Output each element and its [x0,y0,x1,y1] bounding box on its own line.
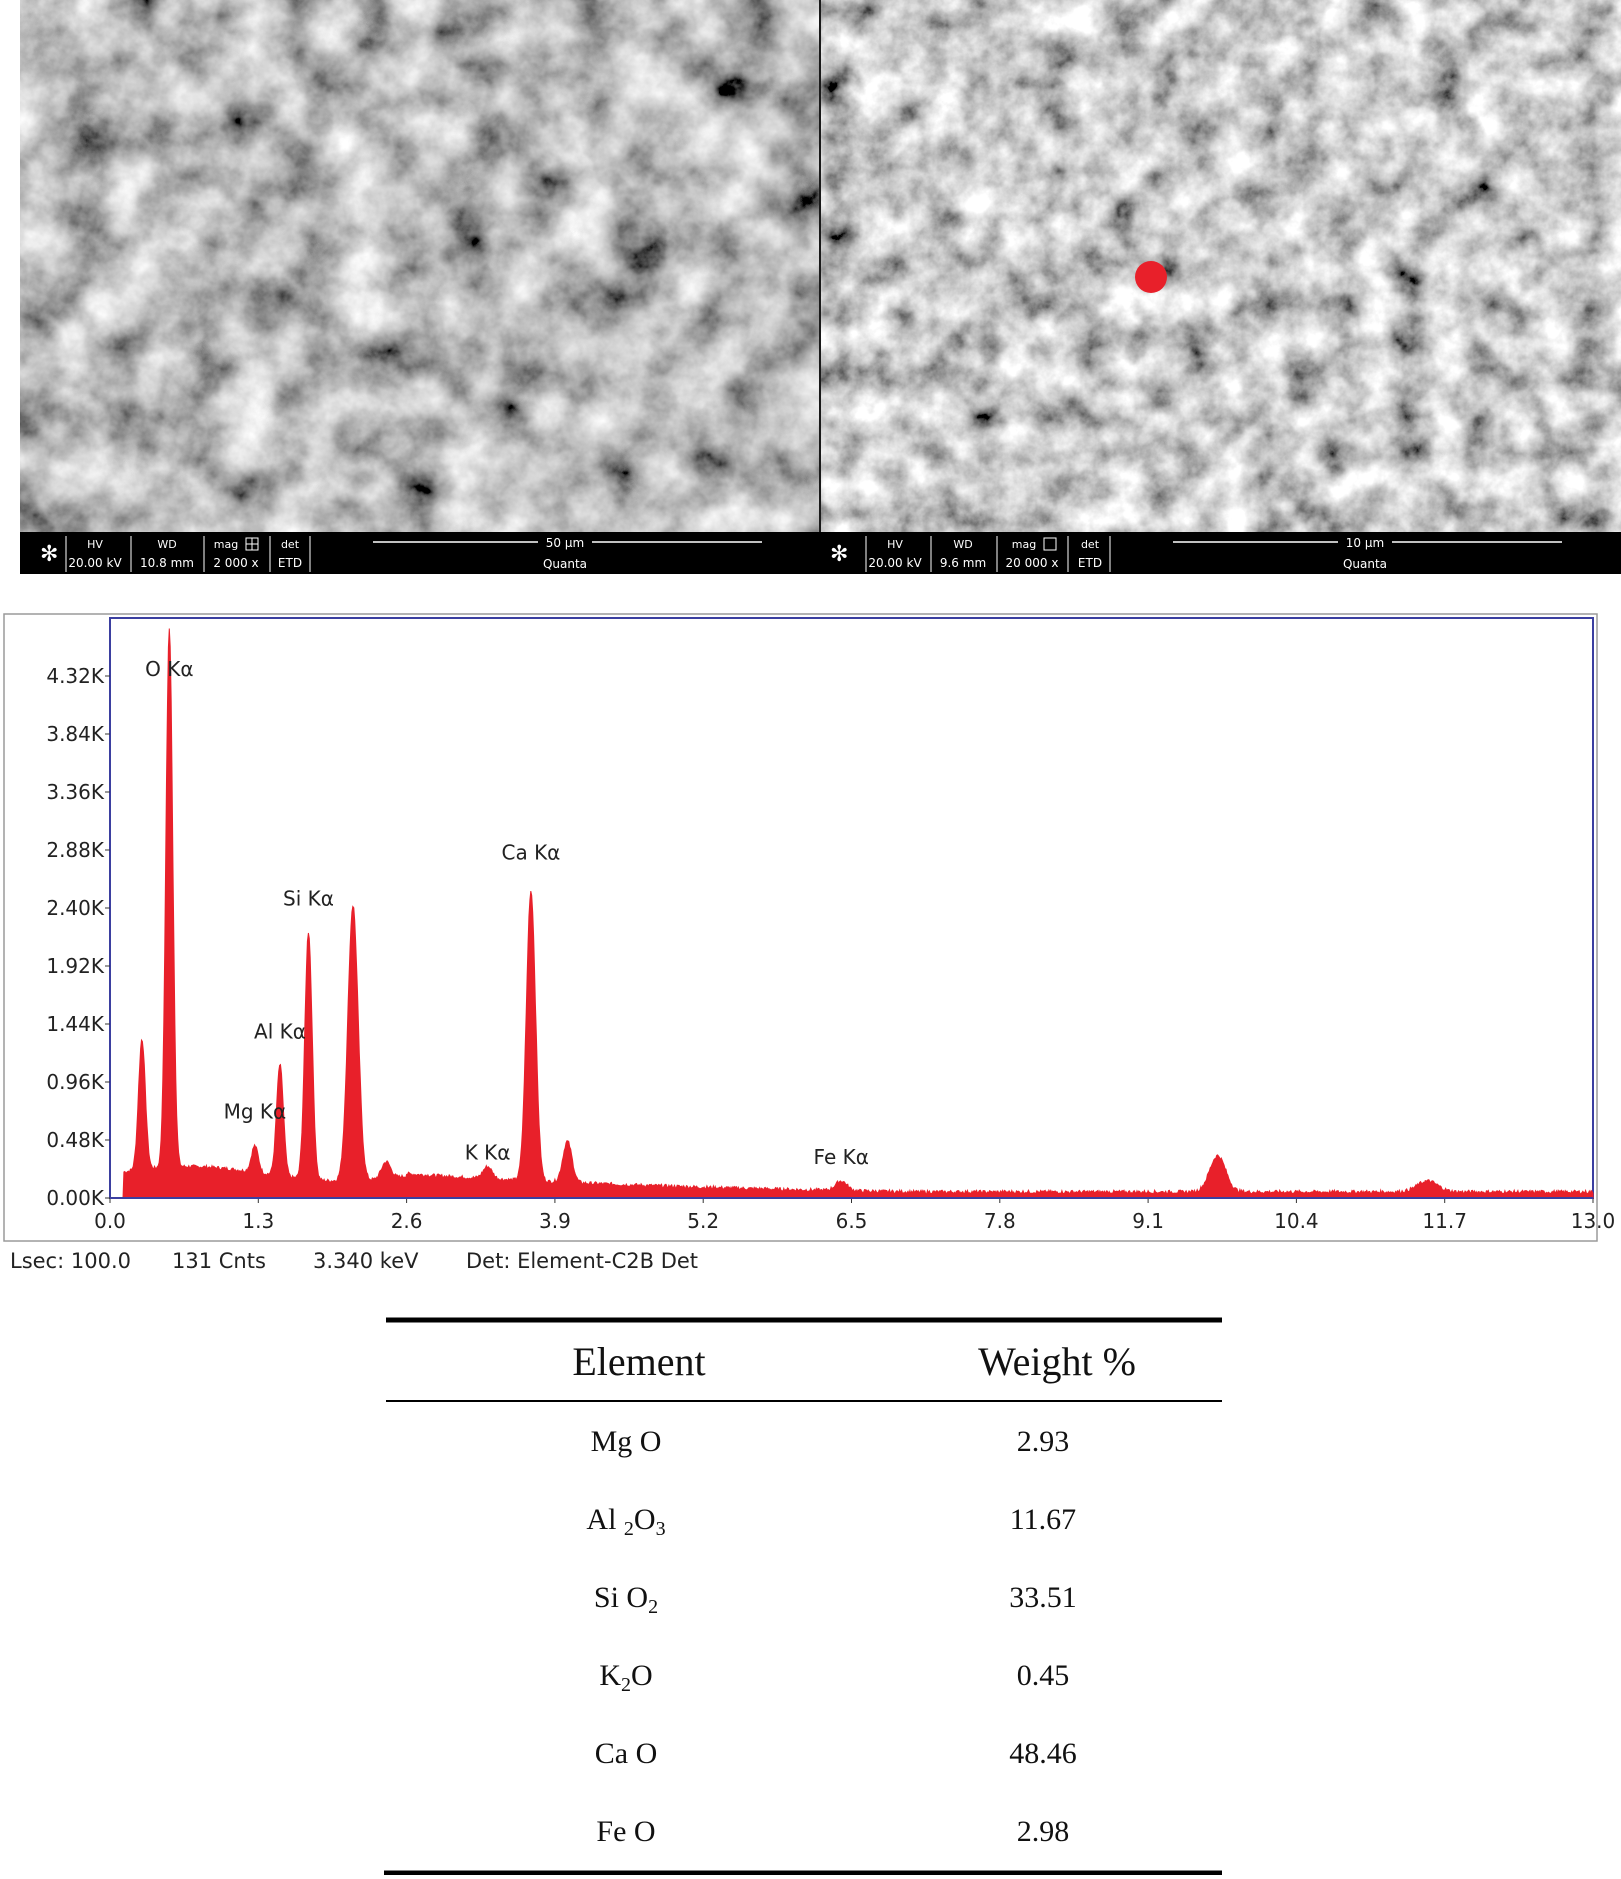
sem-scale-label: 50 µm [546,536,584,550]
sem-logo-icon: ✻ [40,542,58,567]
analysis-point-marker [1135,261,1167,293]
cell-element: K2O [599,1659,652,1696]
sem-panel-right: ✻ HV 20.00 kV WD 9.6 mm mag 20 000 x det… [819,0,1621,574]
x-axis: 0.0 1.3 2.6 3.9 5.2 6.5 7.8 9.1 10.4 11.7 13.0 [94,1198,1615,1233]
sem-mag-label: mag [1012,538,1036,551]
sem-det-value: ETD [1078,556,1102,570]
peak-label: Al Kα [254,1020,306,1044]
status-lsec: Lsec: 100.0 [10,1249,131,1273]
table-row: Mg O 2.93 [591,1425,1070,1458]
sem-mag-value: 20 000 x [1006,556,1059,570]
y-tick-label: 0.48K [46,1128,105,1152]
sem-det-value: ETD [278,556,302,570]
peak-label: Ca Kα [501,841,560,865]
x-tick-label: 2.6 [391,1209,423,1233]
sem-mag-label: mag [214,538,238,551]
peak-labels: O Kα Mg Kα Al Kα Si Kα K Kα Ca Kα Fe Kα [145,657,869,1169]
cell-element: Si O2 [594,1581,658,1618]
sem-det-label: det [281,538,300,551]
eds-spectrum-figure: 0.00K 0.48K 0.96K 1.44K 1.92K 2.40K 2.88K 3.36K… [0,610,1621,1290]
sem-wd-value: 9.6 mm [940,556,986,570]
y-axis: 0.00K 0.48K 0.96K 1.44K 1.92K 2.40K 2.88K 3.36K… [46,664,110,1210]
y-tick-label: 2.88K [46,838,105,862]
sem-scale-label: 10 µm [1346,536,1384,550]
sem-wd-value: 10.8 mm [140,556,194,570]
x-tick-label: 9.1 [1132,1209,1164,1233]
sem-det-label: det [1081,538,1100,551]
x-tick-label: 11.7 [1422,1209,1467,1233]
y-tick-label: 1.44K [46,1012,105,1036]
sem-image-left [20,0,820,532]
sem-instrument: Quanta [543,557,587,571]
sem-hv-label: HV [887,538,903,551]
y-tick-label: 2.40K [46,896,105,920]
cell-weight: 0.45 [1017,1659,1070,1692]
sem-hv-value: 20.00 kV [68,556,122,570]
cell-element: Ca O [595,1737,658,1770]
table-row: Si O2 33.51 [594,1581,1077,1618]
table-header-weight: Weight % [978,1339,1136,1384]
status-energy: 3.340 keV [313,1249,419,1273]
sem-images: ✻ HV 20.00 kV WD 10.8 mm mag 2 000 x det… [0,0,1621,580]
cell-element: Mg O [591,1425,662,1458]
table-row: Ca O 48.46 [595,1737,1077,1770]
peak-label: O Kα [145,657,193,681]
table-row: K2O 0.45 [599,1659,1069,1696]
sem-image-right [820,0,1621,532]
y-tick-label: 3.84K [46,722,105,746]
sem-svg: ✻ HV 20.00 kV WD 10.8 mm mag 2 000 x det… [20,0,1621,574]
cell-weight: 11.67 [1010,1503,1076,1536]
table-header-element: Element [572,1339,705,1384]
sem-logo-icon: ✻ [830,542,848,567]
sem-wd-label: WD [953,538,972,551]
sem-wd-label: WD [157,538,176,551]
cell-weight: 33.51 [1009,1581,1077,1614]
x-tick-label: 3.9 [539,1209,571,1233]
x-tick-label: 6.5 [836,1209,868,1233]
x-tick-label: 13.0 [1571,1209,1616,1233]
table-row: Al 2O3 11.67 [586,1503,1076,1540]
peak-label: Fe Kα [814,1145,869,1169]
y-tick-label: 3.36K [46,780,105,804]
x-tick-label: 7.8 [984,1209,1016,1233]
peak-label: K Kα [465,1140,511,1164]
sem-databar-right [820,532,1621,574]
square-icon [1043,537,1057,551]
cell-weight: 48.46 [1009,1737,1077,1770]
y-tick-label: 0.96K [46,1070,105,1094]
status-counts: 131 Cnts [172,1249,266,1273]
sem-mag-value: 2 000 x [213,556,258,570]
cell-element: Al 2O3 [586,1503,665,1540]
spectrum-area [110,628,1594,1199]
sem-databar-left [20,532,820,574]
status-detector: Det: Element-C2B Det [466,1249,698,1273]
x-tick-label: 0.0 [94,1209,126,1233]
x-tick-label: 1.3 [242,1209,274,1233]
table-svg: Element Weight % Mg O 2.93 Al 2O3 11.67 … [384,1317,1222,1876]
cell-weight: 2.93 [1017,1425,1070,1458]
cell-element: Fe O [596,1815,655,1848]
x-tick-label: 10.4 [1274,1209,1319,1233]
y-tick-label: 1.92K [46,954,105,978]
sem-hv-value: 20.00 kV [868,556,922,570]
eds-chart: 0.00K 0.48K 0.96K 1.44K 1.92K 2.40K 2.88K 3.36K… [3,613,1615,1273]
peak-label: Si Kα [283,887,334,911]
sem-hv-label: HV [87,538,103,551]
sem-instrument: Quanta [1343,557,1387,571]
composition-table: Element Weight % Mg O 2.93 Al 2O3 11.67 … [0,1310,1621,1876]
y-tick-label: 4.32K [46,664,105,688]
peak-label: Mg Kα [224,1099,287,1123]
x-tick-label: 5.2 [687,1209,719,1233]
cell-weight: 2.98 [1017,1815,1070,1848]
sem-panel-left: ✻ HV 20.00 kV WD 10.8 mm mag 2 000 x det… [20,0,820,574]
table-row: Fe O 2.98 [596,1815,1069,1848]
grid-icon [245,537,259,551]
chart-outer-frame [3,613,1598,1242]
y-tick-label: 0.00K [46,1186,105,1210]
